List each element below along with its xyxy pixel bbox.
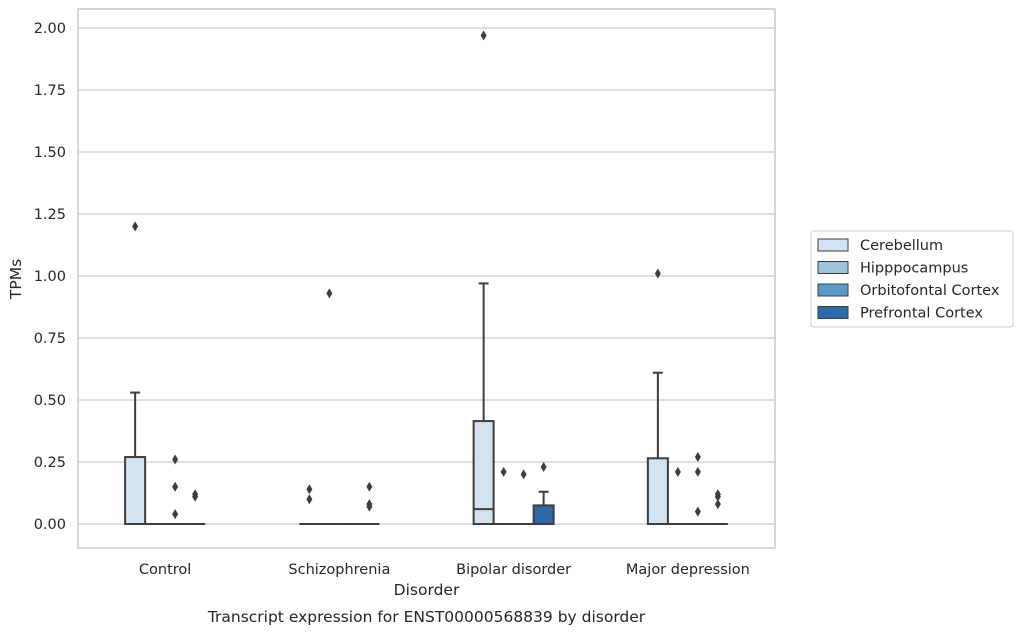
outlier-point [172,509,179,520]
y-tick-labels: 0.00 0.25 0.50 0.75 1.00 1.25 1.50 1.75 2.00 [34,21,66,533]
boxes [124,30,728,526]
outlier-point [520,469,527,480]
y-tick-label: 0.25 [34,455,66,471]
y-tick-label: 1.75 [34,83,66,99]
x-axis-label: Disorder [394,581,460,599]
outlier-point [192,489,199,500]
outlier-point [500,466,507,477]
box-cerebellum [299,484,320,525]
box-body [124,456,147,526]
outlier-point [172,454,179,465]
outlier-point [306,494,313,505]
y-tick-label: 0.00 [34,517,66,533]
box-orbitofontal-cortex [165,454,186,525]
box-hipppocampus [493,466,514,525]
x-tick-label: Control [139,562,191,578]
y-tick-label: 0.50 [34,393,66,409]
x-tick-label: Major depression [626,562,750,578]
outlier-point [714,489,721,500]
outlier-point [540,461,547,472]
x-tick-label: Schizophrenia [288,562,390,578]
outlier-point [694,466,701,477]
box-prefrontal-cortex [185,489,206,525]
outlier-point [480,30,487,41]
box-body [472,420,495,525]
box-orbitofontal-cortex [513,469,534,525]
box-cerebellum [646,268,669,525]
outlier-point [694,452,701,463]
y-tick-label: 0.75 [34,331,66,347]
y-tick-label: 1.50 [34,145,66,161]
outlier-point [694,506,701,517]
box-prefrontal-cortex [359,481,380,525]
legend-swatch [817,306,849,319]
outlier-point [654,268,661,279]
box-body [646,457,669,525]
box-hipppocampus [319,288,340,525]
legend-frame [810,230,1014,328]
legend-swatch [817,261,849,274]
legend-label: Cerebellum [860,238,943,254]
y-tick-label: 2.00 [34,21,66,37]
outlier-point [172,481,179,492]
legend-label: Orbitofontal Cortex [860,283,1000,299]
box-cerebellum [472,30,495,525]
outlier-point [714,499,721,510]
y-tick-label: 1.00 [34,269,66,285]
legend: Cerebellum Hipppocampus Orbitofontal Corte… [810,230,1014,328]
box-prefrontal-cortex [532,461,555,525]
legend-swatch [817,283,849,297]
outlier-point [306,484,313,495]
x-tick-label: Bipolar disorder [456,562,571,578]
outlier-point [674,466,681,477]
box-orbitofontal-cortex [687,452,708,525]
box-hipppocampus [667,466,688,525]
outlier-point [366,481,373,492]
outlier-point [132,221,139,232]
chart-title: Transcript expression for ENST0000056883… [207,608,646,626]
box-prefrontal-cortex [707,489,728,525]
outlier-point [326,288,333,299]
legend-swatch [817,238,849,252]
y-tick-label: 1.25 [34,207,66,223]
legend-label: Prefrontal Cortex [860,306,983,322]
plot-frame [77,8,776,549]
outlier-point [366,499,373,510]
box-body [532,504,555,525]
x-tick-labels: Control Schizophrenia Bipolar disorder Majo… [139,562,750,578]
y-axis-label: TPMs [7,259,25,300]
box-cerebellum [124,221,147,526]
legend-label: Hipppocampus [860,261,968,277]
